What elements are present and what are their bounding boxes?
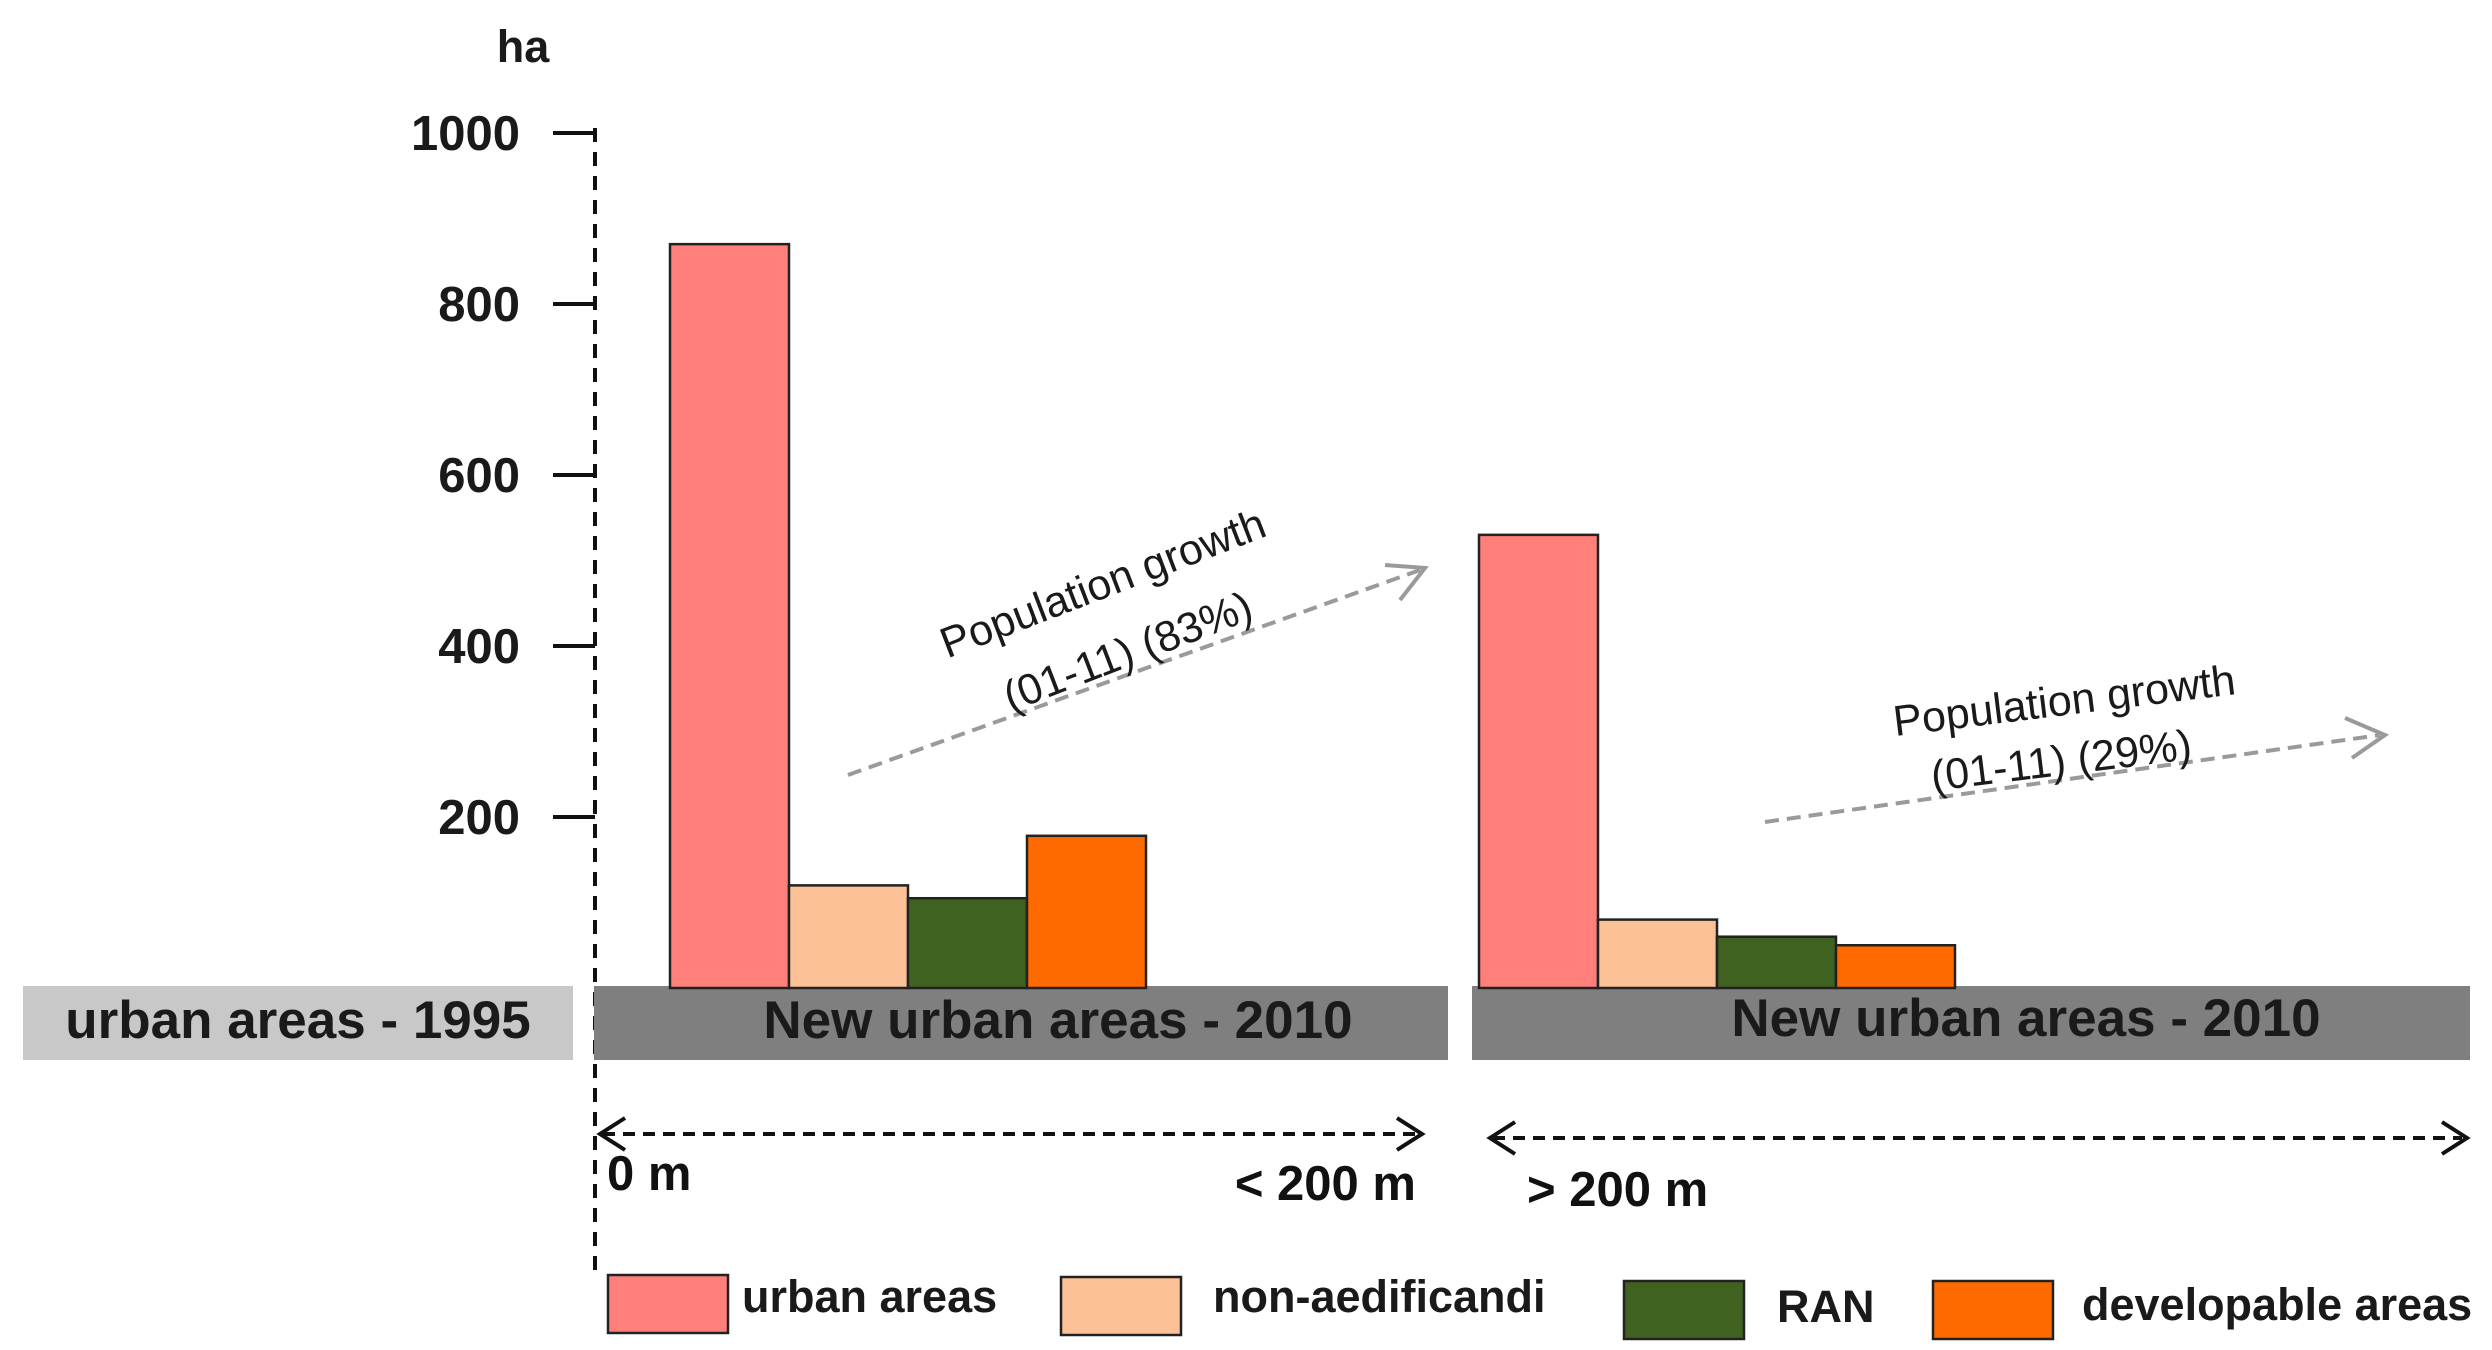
annotation-near-arrow [847, 568, 1421, 777]
legend-label-non-aedificandi: non-aedificandi [1213, 1271, 1546, 1322]
group-band-near [594, 986, 1448, 1060]
bar-near-urban-areas [668, 242, 791, 990]
distance-far: > 200 m [1486, 1120, 2471, 1217]
distance-near-end-label: < 200 m [1235, 1157, 1416, 1211]
legend-swatch-non-aedificandi [1059, 1275, 1183, 1337]
y-tick-label: 600 [438, 449, 520, 503]
bar-near-ran [906, 896, 1029, 990]
distance-far-start-label: > 200 m [1527, 1163, 1708, 1217]
legend-label-developable-areas: developable areas [2082, 1279, 2472, 1330]
y-tick-label: 400 [438, 620, 520, 674]
group-band-far-label: New urban areas - 2010 [1731, 989, 2320, 1048]
distance-far-left-arrowhead [1486, 1120, 1517, 1156]
bar-far-non-aedificandi [1596, 918, 1719, 990]
annotation-far-arrowhead [2344, 716, 2390, 760]
baseline-band-1995-label: urban areas - 1995 [65, 991, 530, 1050]
distance-near: 0 m < 200 m [596, 1116, 1426, 1211]
legend-swatch-urban-areas [606, 1273, 730, 1335]
annotation-near: Population growth (01-11) (83%) [847, 500, 1429, 777]
legend-swatch-ran [1622, 1279, 1746, 1341]
group-band-near-label: New urban areas - 2010 [763, 991, 1352, 1050]
y-tick-label: 800 [438, 278, 520, 332]
distance-far-right-arrowhead [2440, 1120, 2471, 1156]
bar-far-urban-areas [1477, 533, 1600, 990]
y-tick-label: 200 [438, 791, 520, 845]
y-ticks: 200 400 600 800 1000 [411, 107, 595, 845]
baseline-band-1995 [23, 986, 573, 1060]
legend-label-urban-areas: urban areas [742, 1271, 997, 1322]
bar-far-ran [1715, 935, 1838, 990]
bars [668, 242, 1957, 990]
distance-near-start-label: 0 m [607, 1147, 691, 1201]
annotation-near-arrowhead [1384, 563, 1429, 602]
legend-swatch-developable-areas [1931, 1279, 2055, 1341]
y-axis-unit-label: ha [497, 21, 550, 72]
legend-label-ran: RAN [1777, 1281, 1875, 1332]
group-band-far [1472, 986, 2470, 1060]
distance-near-left-arrowhead [596, 1116, 627, 1152]
legend: urban areas non-aedificandi RAN developa… [606, 1271, 2472, 1341]
annotation-far: Population growth (01-11) (29%) [1764, 656, 2390, 824]
y-tick-label: 1000 [411, 107, 520, 161]
bar-near-non-aedificandi [787, 884, 910, 990]
bar-far-developable-areas [1834, 944, 1957, 990]
bar-near-developable-areas [1025, 834, 1148, 990]
distance-near-right-arrowhead [1395, 1116, 1426, 1152]
annotation-far-arrow [1764, 733, 2381, 824]
